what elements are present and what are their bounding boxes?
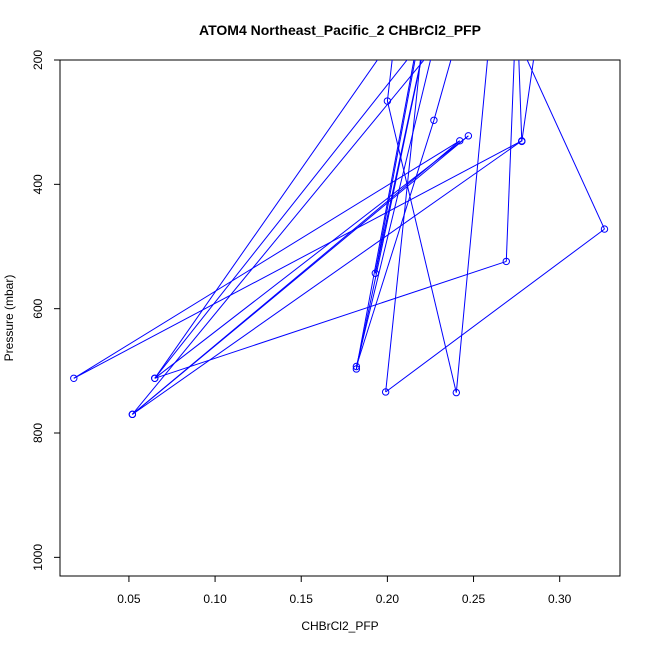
series-segment [355,60,415,370]
x-axis: 0.05 0.10 0.15 0.20 0.25 0.30 [117,576,572,606]
data-point [151,374,159,383]
x-tick-label: 0.15 [290,592,314,606]
data-point [383,97,392,105]
y-tick-label: 1000 [31,544,45,571]
data-point [452,388,461,397]
series-segment [355,60,432,367]
series-segment [132,140,461,415]
series-segment [355,120,435,367]
y-tick-label: 800 [31,423,45,443]
y-tick-label: 600 [31,298,45,318]
data-point [352,362,361,371]
series-segment [73,140,523,379]
series-segment [433,60,452,121]
x-tick-label: 0.30 [548,592,572,606]
data-point [70,374,78,383]
data-point [371,269,380,277]
data-point [464,132,473,140]
data-point [381,388,390,396]
x-axis-label: CHBrCl2_PFP [301,619,378,633]
data-point [128,410,137,419]
data-point [456,137,464,145]
marker-layer [70,97,609,419]
data-point [502,257,510,266]
series-segment [131,60,425,415]
series-segment [355,60,422,370]
series-segment [455,60,488,393]
series-segment [374,60,416,274]
series-segment [385,228,605,393]
plot-frame [59,59,621,577]
series-segment [443,0,517,10]
data-point [518,137,526,146]
series-segment [505,60,515,262]
series-segment [374,60,422,274]
series-segment [73,140,461,379]
x-tick-label: 0.25 [462,592,486,606]
data-point [600,225,609,233]
chart-title: ATOM4 Northeast_Pacific_2 CHBrCl2_PFP [199,22,481,38]
series-segment [386,60,393,102]
y-tick-label: 400 [31,174,45,194]
series-segment [386,100,457,393]
y-tick-label: 200 [31,50,45,70]
series-segment [526,60,605,230]
x-tick-label: 0.20 [376,592,400,606]
series-segment [154,60,408,379]
series-segment [521,60,535,142]
series-layer [73,0,605,415]
x-tick-label: 0.10 [203,592,227,606]
y-axis-label: Pressure (mbar) [2,275,16,362]
series-segment [518,60,523,142]
data-point [352,365,361,373]
series-segment [154,60,379,379]
x-tick-label: 0.05 [117,592,141,606]
series-segment [154,260,507,379]
y-axis: 200 400 600 800 1000 [31,50,60,571]
series-segment [132,140,523,415]
data-point [430,116,438,125]
series-segment [154,135,469,379]
